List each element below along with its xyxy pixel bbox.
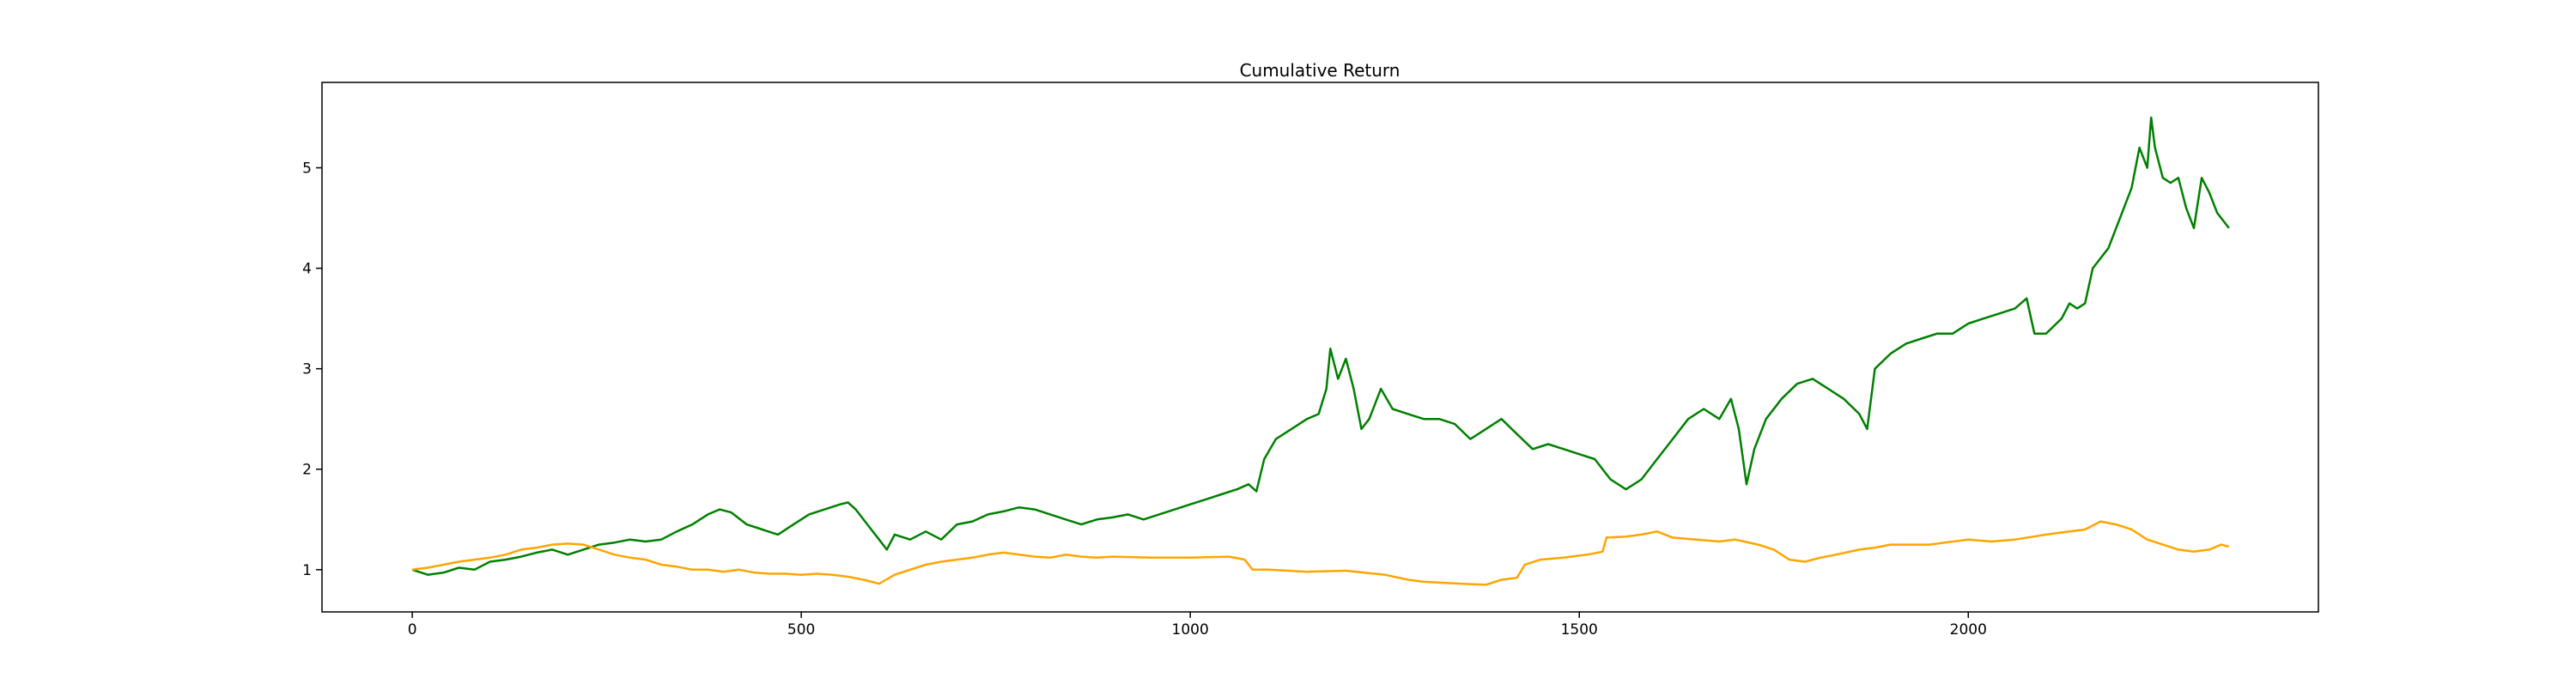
y-axis-ticks: 1 2 3 4 5 [302,160,322,579]
series-line-2 [411,520,2230,586]
series-layer [411,116,2230,586]
x-axis-ticks: 0 500 1000 1500 2000 [408,612,1987,639]
chart-title: Cumulative Return [1240,60,1400,81]
y-tick-label: 4 [302,261,312,278]
plot-area-frame [321,82,2319,613]
series-line-1 [411,116,2230,576]
y-tick-label: 1 [302,562,312,579]
x-tick-label: 0 [408,621,417,639]
x-tick-label: 1000 [1172,621,1209,639]
y-tick-label: 3 [302,361,312,378]
x-tick-label: 500 [787,621,815,639]
y-tick-label: 2 [302,462,312,479]
y-tick-label: 5 [302,160,312,178]
x-tick-label: 1500 [1561,621,1598,639]
x-tick-label: 2000 [1950,621,1987,639]
